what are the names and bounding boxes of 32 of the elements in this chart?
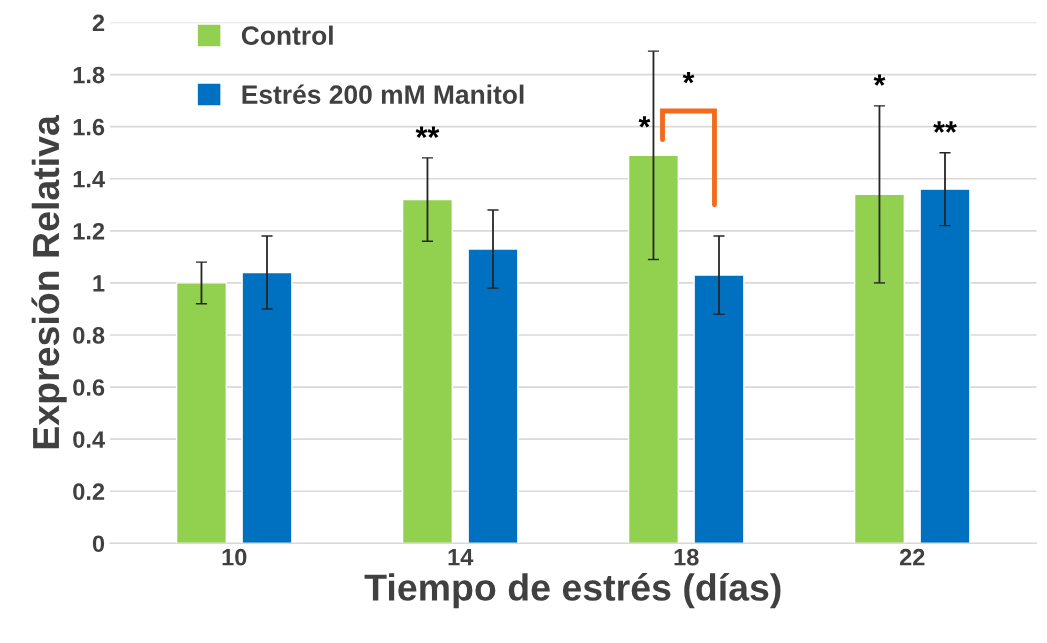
legend-label: Estrés 200 mM Manitol: [242, 84, 524, 104]
y-tick-label: 1: [93, 275, 105, 292]
bar: [627, 154, 680, 544]
bar: [919, 188, 971, 544]
y-tick-label: 1.6: [73, 118, 105, 136]
y-tick-label: 1.2: [73, 222, 105, 240]
y-tick-label: 0.4: [73, 431, 105, 448]
annotation: *: [873, 74, 886, 86]
bar: [853, 193, 906, 544]
x-tick-label: 22: [899, 548, 925, 566]
bar: [467, 248, 519, 544]
x-axis-title: Tiempo de estrés (días): [364, 572, 781, 609]
x-tick-label: 14: [448, 549, 474, 566]
y-tick-label: 0.6: [73, 379, 105, 396]
legend-label: Control: [241, 25, 333, 45]
annotation: *: [638, 116, 651, 128]
y-axis-title: Expresión Relativa: [31, 114, 67, 449]
y-tick-label: 2: [92, 14, 105, 32]
y-tick-label: 1.4: [73, 171, 105, 188]
x-tick-label: 18: [674, 548, 699, 566]
y-tick-label: 0.2: [73, 483, 105, 501]
bar: [241, 271, 293, 544]
bar: [401, 198, 454, 544]
y-tick-label: 0.8: [73, 327, 105, 344]
y-tick-label: 1.8: [73, 66, 105, 84]
y-tick-label: 0: [92, 535, 105, 553]
annotation: *: [682, 71, 695, 84]
bar: [693, 274, 745, 544]
annotation: **: [415, 126, 440, 138]
annotation: **: [933, 121, 957, 133]
x-tick-label: 10: [222, 548, 247, 566]
bar: [175, 282, 228, 544]
